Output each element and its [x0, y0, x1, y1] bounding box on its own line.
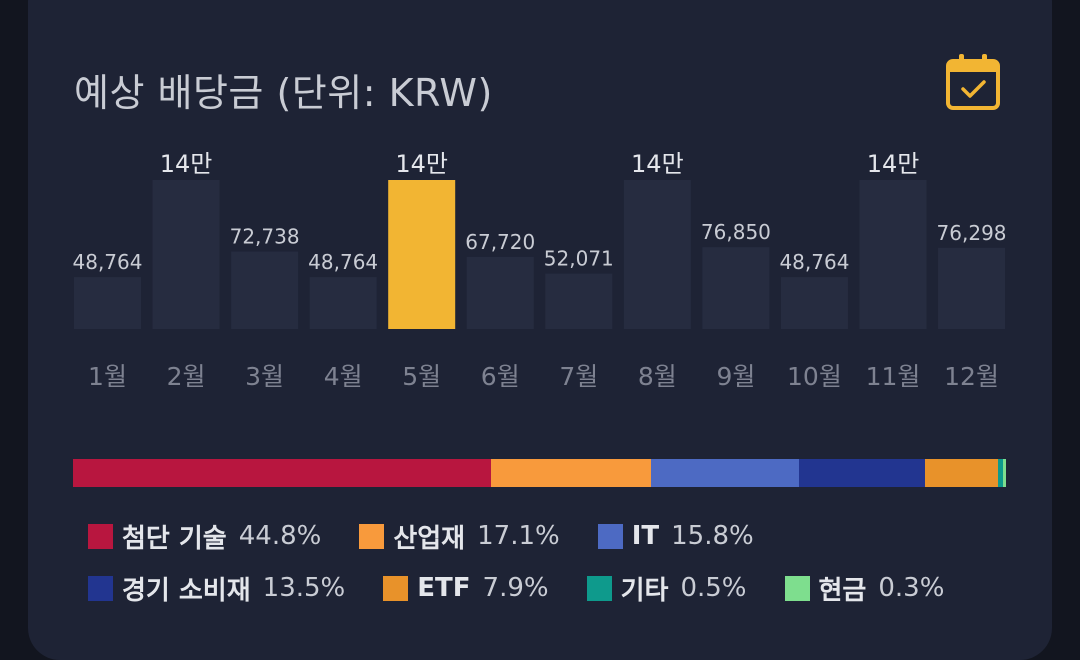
legend-item: ETF 7.9%	[383, 573, 549, 603]
allocation-legend: 첨단 기술 44.8% 산업재 17.1% IT 15.8% 경기 소비재 13.5% ETF…	[88, 510, 1018, 614]
bar-10[interactable]	[780, 277, 848, 329]
legend-swatch	[88, 575, 113, 601]
allocation-segment	[73, 459, 492, 487]
legend-swatch	[359, 523, 385, 549]
legend-item: 기타 0.5%	[586, 570, 747, 607]
bar-2[interactable]	[152, 180, 220, 329]
legend-percent: 0.5%	[680, 573, 747, 603]
legend-swatch	[597, 523, 623, 549]
legend-name: 기타	[620, 575, 669, 606]
calendar-check-icon	[946, 54, 1000, 110]
legend-name: 첨단 기술	[122, 523, 227, 554]
legend-percent: 17.1%	[477, 521, 560, 551]
legend-name: ETF	[417, 573, 471, 603]
bar-7[interactable]	[545, 273, 613, 329]
monthly-dividend-chart: 48,764 1월 14만 2월 72,738 3월 48,764 4월 14만 5월 67,720…	[73, 150, 1007, 391]
allocation-segment	[1003, 459, 1006, 487]
legend-swatch	[586, 575, 612, 601]
bar-3[interactable]	[231, 251, 299, 329]
month-label: 2월	[167, 362, 206, 391]
bar-6[interactable]	[466, 256, 534, 329]
bar-value-label: 14만	[867, 150, 920, 178]
bar-1[interactable]	[74, 277, 141, 329]
month-label: 7월	[559, 362, 598, 391]
legend-item: 산업재 17.1%	[359, 518, 560, 555]
chart-title: 예상 배당금 (단위: KRW)	[74, 71, 493, 115]
legend-item: 경기 소비재 13.5%	[88, 570, 345, 607]
legend-item: IT 15.8%	[597, 521, 754, 551]
month-label: 1월	[88, 362, 127, 391]
legend-swatch	[383, 575, 409, 601]
allocation-segment	[651, 459, 799, 487]
allocation-segment	[998, 459, 1004, 487]
legend-name: IT	[631, 521, 660, 551]
bar-value-label: 48,764	[308, 250, 378, 274]
month-label: 5월	[402, 362, 441, 391]
bar-value-label: 67,720	[465, 230, 535, 254]
allocation-segment	[924, 459, 999, 487]
legend-swatch	[88, 523, 113, 549]
month-label: 6월	[481, 362, 520, 391]
legend-percent: 0.3%	[878, 573, 945, 603]
legend-item: 첨단 기술 44.8%	[88, 518, 321, 555]
bar-5[interactable]	[388, 180, 456, 329]
bar-value-label: 48,764	[73, 250, 143, 274]
month-label: 4월	[324, 362, 363, 391]
month-label: 12월	[944, 362, 999, 391]
bar-value-label: 52,071	[544, 247, 614, 271]
legend-name: 경기 소비재	[122, 575, 251, 606]
legend-row: 경기 소비재 13.5% ETF 7.9% 기타 0.5% 현금 0.3%	[88, 562, 1018, 614]
legend-name: 현금	[818, 575, 867, 606]
bar-value-label: 72,738	[230, 225, 300, 249]
legend-percent: 15.8%	[671, 521, 754, 551]
legend-swatch	[784, 575, 810, 601]
bar-value-label: 14만	[160, 150, 213, 178]
bar-8[interactable]	[623, 180, 691, 329]
allocation-segment	[798, 459, 925, 487]
bar-11[interactable]	[859, 180, 927, 329]
bar-value-label: 14만	[395, 150, 448, 178]
legend-name: 산업재	[393, 523, 466, 554]
allocation-segment	[491, 459, 652, 487]
bar-value-label: 48,764	[779, 250, 849, 274]
legend-row: 첨단 기술 44.8% 산업재 17.1% IT 15.8%	[88, 510, 1018, 562]
bar-12[interactable]	[938, 247, 1006, 329]
legend-percent: 7.9%	[482, 573, 549, 603]
legend-item: 현금 0.3%	[784, 570, 945, 607]
bar-9[interactable]	[702, 247, 770, 329]
allocation-bar	[73, 459, 1006, 487]
calendar-button[interactable]	[944, 52, 1002, 112]
month-label: 9월	[716, 362, 755, 391]
bar-value-label: 76,850	[701, 220, 771, 244]
legend-percent: 44.8%	[238, 521, 322, 551]
bar-value-label: 76,298	[937, 221, 1007, 245]
month-label: 3월	[245, 362, 284, 391]
month-label: 10월	[787, 362, 842, 391]
month-label: 11월	[866, 362, 921, 391]
legend-percent: 13.5%	[262, 573, 346, 603]
dividend-card	[28, 0, 1052, 660]
bar-value-label: 14만	[631, 150, 684, 178]
month-label: 8월	[638, 362, 677, 391]
bar-4[interactable]	[309, 277, 377, 329]
